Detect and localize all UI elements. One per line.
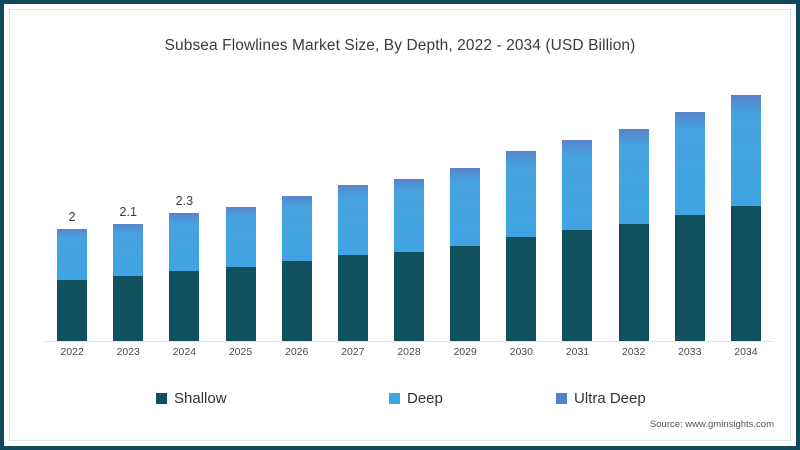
bar-2025[interactable] bbox=[225, 207, 256, 341]
bar-segment-deep[interactable] bbox=[394, 190, 424, 252]
bar-segment-shallow[interactable] bbox=[169, 271, 200, 341]
bar-2028[interactable] bbox=[394, 179, 424, 341]
bar-2029[interactable] bbox=[450, 167, 481, 341]
bar-2027[interactable] bbox=[337, 184, 368, 341]
bar-segment-ultra-deep[interactable] bbox=[450, 167, 481, 180]
bar-segment-deep[interactable] bbox=[57, 237, 88, 280]
bar-segment-shallow[interactable] bbox=[730, 205, 761, 341]
bar-segment-shallow[interactable] bbox=[113, 276, 144, 341]
bar-stack bbox=[674, 112, 705, 341]
bar-segment-ultra-deep[interactable] bbox=[562, 140, 593, 154]
bar-segment-shallow[interactable] bbox=[394, 251, 424, 341]
bar-2031[interactable] bbox=[562, 140, 593, 341]
legend-item-shallow[interactable]: Shallow bbox=[156, 390, 227, 407]
bar-segment-ultra-deep[interactable] bbox=[169, 212, 200, 224]
bar-segment-deep[interactable] bbox=[113, 231, 144, 277]
bar-stack bbox=[281, 195, 312, 341]
bar-segment-deep[interactable] bbox=[450, 179, 481, 246]
bar-2034[interactable] bbox=[730, 95, 761, 341]
bar-2026[interactable] bbox=[281, 195, 312, 341]
x-axis-tick-labels: 2022 2023 2024 2025 2026 2027 2028 2029 2030 2031… bbox=[44, 346, 774, 364]
bar-segment-ultra-deep[interactable] bbox=[618, 128, 649, 144]
legend-swatch-icon bbox=[556, 393, 567, 404]
bar-stack bbox=[394, 179, 424, 341]
x-tick-2026: 2026 bbox=[285, 346, 309, 358]
x-tick-2031: 2031 bbox=[565, 346, 590, 358]
bar-stack bbox=[113, 223, 144, 341]
bar-segment-deep[interactable] bbox=[618, 143, 649, 225]
x-tick-2022: 2022 bbox=[60, 346, 84, 358]
bar-segment-deep[interactable] bbox=[506, 164, 537, 237]
bar-segment-deep[interactable] bbox=[337, 195, 368, 256]
bar-stack bbox=[169, 212, 200, 341]
x-tick-2028: 2028 bbox=[397, 346, 421, 358]
bar-segment-deep[interactable] bbox=[169, 223, 200, 272]
x-axis-baseline bbox=[44, 341, 774, 342]
bar-stack bbox=[618, 128, 649, 341]
bar-2022[interactable]: 2 bbox=[57, 210, 88, 341]
x-tick-2032: 2032 bbox=[621, 346, 646, 358]
legend-item-deep[interactable]: Deep bbox=[389, 390, 443, 407]
source-note: Source: www.gminsights.com bbox=[649, 419, 774, 430]
plot-area: 2 2.1 2.3 bbox=[44, 74, 774, 342]
legend-swatch-icon bbox=[389, 393, 400, 404]
legend-item-ultra-deep[interactable]: Ultra Deep bbox=[556, 390, 646, 407]
x-tick-2033: 2033 bbox=[678, 346, 702, 358]
bar-segment-shallow[interactable] bbox=[57, 279, 88, 341]
bar-segment-deep[interactable] bbox=[562, 153, 593, 231]
legend-label: Deep bbox=[407, 390, 443, 407]
bar-segment-ultra-deep[interactable] bbox=[281, 195, 312, 207]
bar-stack bbox=[562, 140, 593, 341]
bar-stack bbox=[730, 95, 761, 341]
bar-segment-ultra-deep[interactable] bbox=[337, 184, 368, 196]
bar-segment-ultra-deep[interactable] bbox=[113, 223, 144, 232]
legend-swatch-icon bbox=[156, 393, 167, 404]
bar-value-label: 2 bbox=[68, 210, 76, 225]
bar-segment-ultra-deep[interactable] bbox=[674, 112, 705, 128]
bar-segment-deep[interactable] bbox=[225, 216, 256, 268]
bar-2023[interactable]: 2.1 bbox=[113, 205, 144, 341]
bar-segment-ultra-deep[interactable] bbox=[225, 207, 256, 217]
bar-segment-shallow[interactable] bbox=[337, 255, 368, 341]
bar-stack bbox=[450, 167, 481, 341]
chart-title: Subsea Flowlines Market Size, By Depth, … bbox=[164, 37, 636, 54]
bar-segment-shallow[interactable] bbox=[674, 214, 705, 341]
chart-legend: Shallow Deep Ultra Deep bbox=[44, 390, 764, 412]
bar-2033[interactable] bbox=[674, 112, 705, 341]
bar-segment-deep[interactable] bbox=[674, 127, 705, 215]
x-tick-2029: 2029 bbox=[453, 346, 477, 358]
bar-segment-ultra-deep[interactable] bbox=[730, 95, 761, 113]
bar-segment-shallow[interactable] bbox=[618, 224, 649, 341]
x-tick-2034: 2034 bbox=[734, 346, 758, 358]
bar-stack bbox=[337, 184, 368, 341]
legend-label: Shallow bbox=[174, 390, 227, 407]
bar-2032[interactable] bbox=[618, 128, 649, 341]
bar-value-label: 2.3 bbox=[175, 193, 194, 208]
bar-segment-deep[interactable] bbox=[730, 112, 761, 206]
bar-segment-shallow[interactable] bbox=[225, 267, 256, 341]
bar-stack bbox=[57, 229, 88, 341]
x-tick-2030: 2030 bbox=[509, 346, 533, 358]
bar-value-label: 2.1 bbox=[119, 204, 137, 219]
bar-segment-shallow[interactable] bbox=[506, 236, 537, 341]
bar-2024[interactable]: 2.3 bbox=[169, 194, 200, 341]
bar-stack bbox=[506, 151, 537, 341]
bar-segment-shallow[interactable] bbox=[281, 261, 312, 341]
bar-segment-ultra-deep[interactable] bbox=[57, 229, 88, 238]
bar-stack bbox=[225, 207, 256, 341]
bar-segment-deep[interactable] bbox=[281, 206, 312, 262]
x-tick-2027: 2027 bbox=[341, 346, 365, 358]
bar-segment-shallow[interactable] bbox=[562, 230, 593, 341]
bar-segment-ultra-deep[interactable] bbox=[506, 151, 537, 165]
bar-segment-shallow[interactable] bbox=[450, 245, 481, 341]
x-tick-2025: 2025 bbox=[228, 346, 253, 358]
x-tick-2024: 2024 bbox=[172, 346, 197, 358]
bar-segment-ultra-deep[interactable] bbox=[394, 179, 424, 191]
bar-2030[interactable] bbox=[506, 151, 537, 341]
legend-label: Ultra Deep bbox=[574, 390, 646, 407]
x-tick-2023: 2023 bbox=[116, 346, 140, 358]
